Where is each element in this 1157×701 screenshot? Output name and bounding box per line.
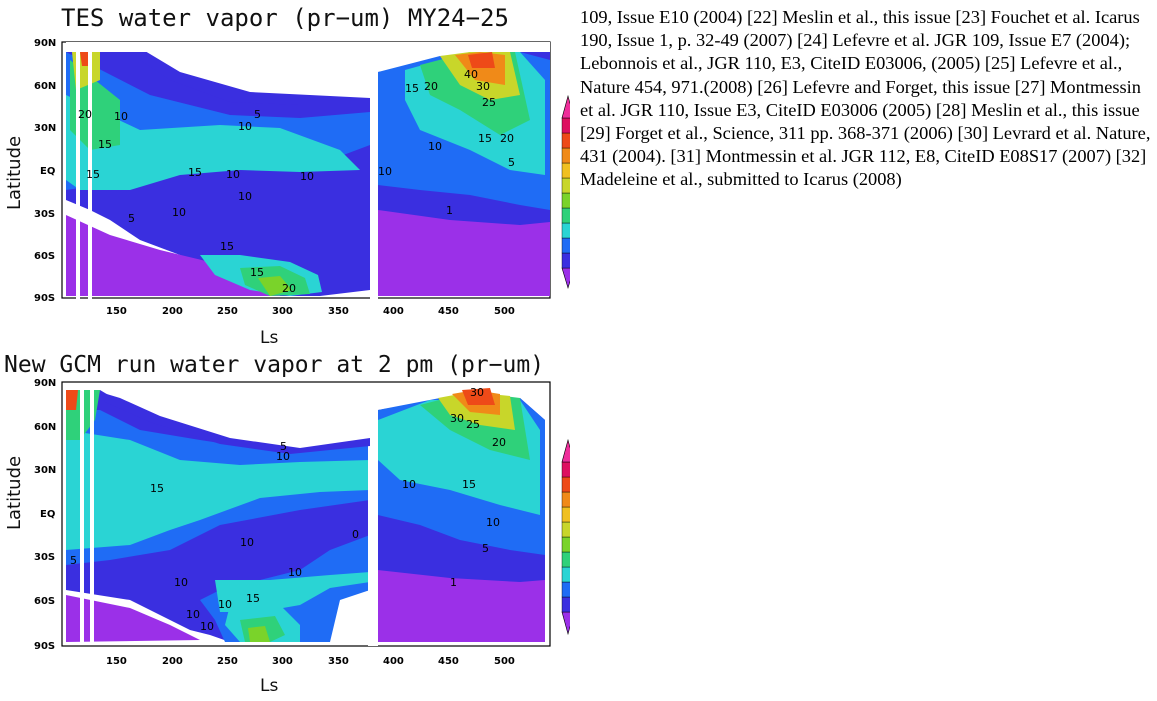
- contour-label: 15: [98, 138, 112, 151]
- contour-label: 5: [280, 440, 287, 453]
- y-tick-label: EQ: [40, 166, 55, 177]
- contour-fill: [66, 386, 545, 646]
- x-tick-label: 450: [438, 306, 459, 317]
- x-tick-label: 150: [106, 656, 127, 667]
- contour-label: 10: [402, 478, 416, 491]
- contour-label: 20: [492, 436, 506, 449]
- figure-title: New GCM run water vapor at 2 pm (pr−um): [4, 352, 545, 378]
- contour-label: 20: [282, 282, 296, 295]
- y-tick-label: 60S: [34, 251, 55, 262]
- x-tick-label: 500: [494, 656, 515, 667]
- contour-plot: 30 30 25 20 5 10 15 15 10 10 10 10 10 5 …: [34, 378, 570, 667]
- contour-label: 40: [464, 68, 478, 81]
- y-tick-label: 90S: [34, 641, 55, 652]
- colorbar: [561, 438, 570, 636]
- contour-label: 10: [226, 168, 240, 181]
- contour-label: 15: [86, 168, 100, 181]
- figure-tes: TES water vapor (pr−um) MY24−25 Latitude: [0, 0, 570, 350]
- x-tick-label: 400: [383, 656, 404, 667]
- contour-label: 15: [246, 592, 260, 605]
- y-tick-label: 90N: [34, 378, 56, 389]
- contour-label: 0: [352, 528, 359, 541]
- contour-label: 30: [470, 386, 484, 399]
- references-text: 109, Issue E10 (2004) [22] Meslin et al.…: [580, 7, 1151, 190]
- y-tick-label: 30S: [34, 209, 55, 220]
- contour-label: 15: [188, 166, 202, 179]
- contour-label: 10: [200, 620, 214, 633]
- y-tick-label: EQ: [40, 509, 55, 520]
- contour-label: 20: [424, 80, 438, 93]
- x-tick-label: 250: [217, 656, 238, 667]
- contour-label: 10: [172, 206, 186, 219]
- contour-label: 15: [405, 82, 419, 95]
- contour-label: 10: [288, 566, 302, 579]
- contour-label: 15: [462, 478, 476, 491]
- contour-label: 10: [378, 165, 392, 178]
- contour-label: 15: [250, 266, 264, 279]
- y-tick-label: 90N: [34, 38, 56, 49]
- y-tick-label: 60N: [34, 81, 56, 92]
- contour-label: 15: [150, 482, 164, 495]
- contour-label: 10: [186, 608, 200, 621]
- x-tick-label: 200: [162, 306, 183, 317]
- contour-label: 10: [486, 516, 500, 529]
- x-tick-label: 350: [328, 306, 349, 317]
- y-tick-label: 60S: [34, 596, 55, 607]
- contour-label: 15: [478, 132, 492, 145]
- y-tick-label: 30N: [34, 123, 56, 134]
- figure-title: TES water vapor (pr−um) MY24−25: [61, 4, 509, 32]
- x-tick-label: 500: [494, 306, 515, 317]
- x-tick-label: 300: [272, 306, 293, 317]
- contour-label: 1: [450, 576, 457, 589]
- contour-label: 1: [446, 204, 453, 217]
- contour-label: 10: [300, 170, 314, 183]
- contour-label: 30: [476, 80, 490, 93]
- contour-label: 5: [70, 554, 77, 567]
- contour-label: 5: [128, 212, 135, 225]
- contour-label: 10: [276, 450, 290, 463]
- x-tick-label: 450: [438, 656, 459, 667]
- x-axis-label: Ls: [260, 328, 279, 348]
- y-tick-label: 60N: [34, 422, 56, 433]
- contour-label: 10: [114, 110, 128, 123]
- x-tick-label: 250: [217, 306, 238, 317]
- contour-label: 5: [482, 542, 489, 555]
- colorbar: [561, 94, 570, 290]
- contour-label: 5: [508, 156, 515, 169]
- x-axis-label: Ls: [260, 676, 279, 696]
- contour-plot: 20 10 5 15 20 40 30 25 10 15 10 10 15 15…: [34, 38, 570, 317]
- y-tick-label: 90S: [34, 293, 55, 304]
- contour-label: 10: [428, 140, 442, 153]
- contour-fill: [66, 42, 550, 302]
- x-tick-label: 400: [383, 306, 404, 317]
- contour-label: 20: [500, 132, 514, 145]
- contour-label: 25: [466, 418, 480, 431]
- x-tick-label: 150: [106, 306, 127, 317]
- contour-label: 10: [238, 190, 252, 203]
- contour-label: 5: [254, 108, 261, 121]
- x-tick-label: 200: [162, 656, 183, 667]
- contour-label: 15: [220, 240, 234, 253]
- contour-label: 20: [78, 108, 92, 121]
- contour-label: 30: [450, 412, 464, 425]
- contour-label: 10: [238, 120, 252, 133]
- figure-gcm: New GCM run water vapor at 2 pm (pr−um) …: [0, 350, 570, 701]
- contour-label: 10: [240, 536, 254, 549]
- contour-label: 10: [174, 576, 188, 589]
- x-tick-label: 350: [328, 656, 349, 667]
- contour-label: 10: [218, 598, 232, 611]
- x-tick-label: 300: [272, 656, 293, 667]
- y-tick-label: 30S: [34, 552, 55, 563]
- y-tick-label: 30N: [34, 465, 56, 476]
- contour-label: 25: [482, 96, 496, 109]
